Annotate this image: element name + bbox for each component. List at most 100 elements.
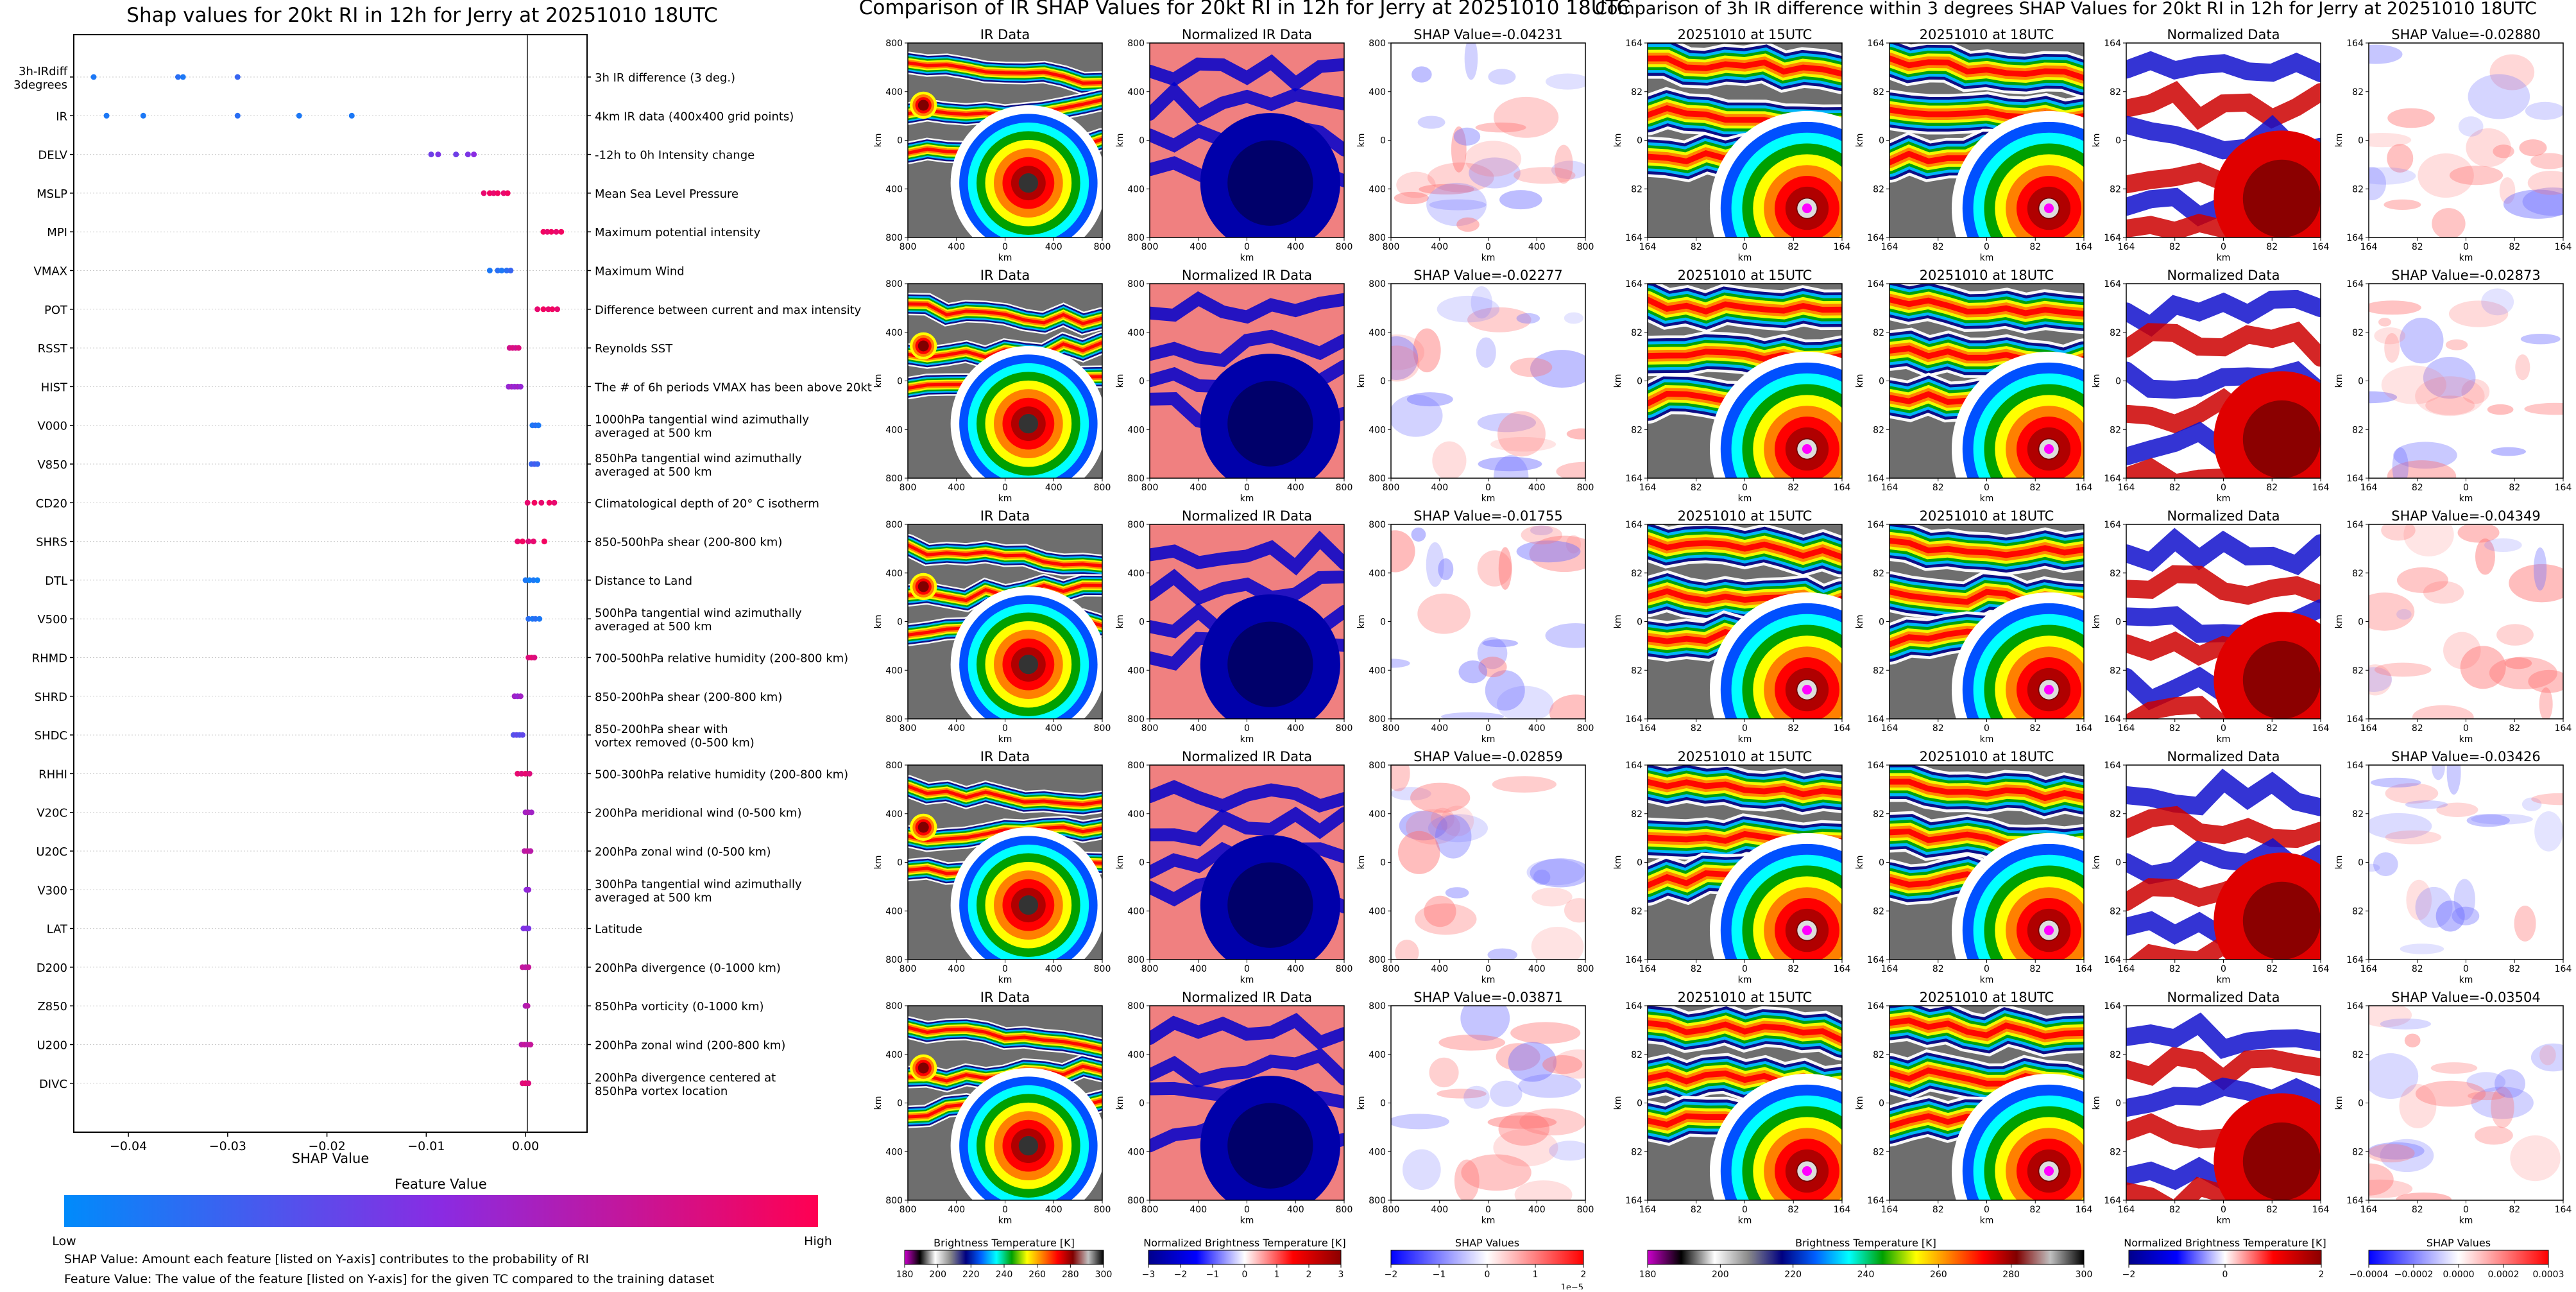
map-title: SHAP Value=-0.03426 — [2391, 749, 2541, 764]
map-x-tick-label: 0 — [2463, 964, 2469, 974]
map-y-tick-label: 164 — [1867, 520, 1884, 530]
map-x-tick-label: 82 — [2412, 723, 2423, 734]
shap-blob — [2369, 667, 2393, 693]
map-x-tick-label: 800 — [1577, 723, 1594, 734]
shap-blob — [1553, 1049, 1585, 1079]
map-x-tick-label: 400 — [948, 1205, 965, 1215]
map-x-tick-label: 82 — [2169, 1205, 2181, 1215]
map-x-tick-label: 400 — [948, 242, 965, 252]
map-x-axis-label: km — [2459, 494, 2473, 504]
norm-band — [2126, 458, 2321, 478]
map-x-axis-label: km — [1481, 494, 1496, 504]
shap-blob — [2392, 447, 2409, 478]
shap-blob — [2400, 317, 2444, 364]
feature-description-label: 200hPa divergence (0-1000 km) — [595, 961, 781, 975]
shap-blob — [2369, 1142, 2425, 1160]
colorbar-low-label: Low — [52, 1234, 76, 1248]
map-y-tick-label: 0 — [897, 377, 903, 387]
map-title: Normalized Data — [2167, 749, 2280, 764]
map-y-axis-label: km — [873, 134, 883, 148]
map-y-tick-label: 164 — [2346, 761, 2364, 771]
map-y-tick-label: 800 — [1127, 39, 1145, 49]
shap-point — [515, 345, 522, 351]
map-x-tick-label: 400 — [1287, 483, 1304, 493]
map-y-tick-label: 82 — [2352, 809, 2364, 820]
shap-blob — [2370, 777, 2421, 788]
shap-blob — [1516, 313, 1540, 324]
feature-description-label: 850-200hPa shear (200-800 km) — [595, 691, 782, 704]
shap-blob — [2369, 300, 2421, 315]
colorbar-tick-label: 260 — [1028, 1270, 1046, 1280]
map-y-tick-label: 82 — [1873, 328, 1884, 338]
shap-point — [531, 499, 538, 506]
map-x-tick-label: 0 — [1244, 483, 1250, 493]
feature-description-label: 200hPa meridional wind (0-500 km) — [595, 807, 801, 820]
shap-point — [504, 190, 511, 196]
map-y-tick-label: 82 — [1631, 1050, 1642, 1060]
feature-code-label: DIVC — [39, 1078, 67, 1091]
map-title: 20251010 at 18UTC — [1920, 508, 2054, 524]
map-y-tick-label: 164 — [2104, 279, 2121, 289]
shap-point — [234, 74, 241, 80]
map-y-tick-label: 164 — [1867, 474, 1884, 484]
ir-image — [1889, 765, 2084, 960]
secondary-storm — [917, 340, 929, 352]
feature-description-label: 300hPa tangential wind azimuthally averag… — [595, 877, 802, 904]
shap-blob — [1441, 712, 1505, 719]
map-x-tick-label: 82 — [2169, 242, 2181, 252]
shap-blob — [1435, 814, 1472, 859]
colorbar-tick-label: 220 — [962, 1270, 980, 1280]
map-x-tick-label: 164 — [1881, 1205, 1898, 1215]
map-x-tick-label: 164 — [2076, 723, 2093, 734]
map-y-tick-label: 82 — [2110, 87, 2121, 98]
map-x-tick-label: 800 — [1577, 242, 1594, 252]
shap-blob — [2423, 581, 2464, 604]
shap-blob — [2520, 333, 2561, 345]
map-x-axis-label: km — [1980, 734, 1994, 745]
shap-blob — [2491, 447, 2526, 456]
shap-blob — [2457, 524, 2500, 543]
map-x-axis-label: km — [998, 975, 1012, 985]
map-x-tick-label: 400 — [1431, 964, 1448, 974]
ir-image — [908, 524, 1102, 719]
map-y-tick-label: 800 — [885, 474, 903, 484]
map-x-axis-label: km — [2217, 734, 2231, 745]
norm-storm-core — [1227, 140, 1313, 226]
shap-point — [549, 306, 556, 313]
map-y-tick-label: 164 — [1867, 279, 1884, 289]
shap-image — [1391, 524, 1585, 719]
map-title: IR Data — [980, 990, 1030, 1005]
cloud-band — [1889, 537, 2084, 558]
map-y-tick-label: 82 — [1631, 184, 1642, 194]
shap-blob — [1477, 637, 1508, 669]
shap-point — [453, 151, 459, 158]
map-title: Normalized Data — [2167, 508, 2280, 524]
colorbar — [2368, 1250, 2549, 1265]
map-y-tick-label: 164 — [2346, 1196, 2364, 1206]
storm-core — [1802, 684, 1813, 695]
map-x-tick-label: 0 — [1485, 242, 1491, 252]
map-x-tick-label: 400 — [1287, 1205, 1304, 1215]
map-y-axis-label: km — [873, 1096, 883, 1110]
storm-eye — [1018, 895, 1039, 915]
map-x-tick-label: 0 — [2221, 1205, 2226, 1215]
shap-point — [534, 306, 541, 313]
shap-blob — [1405, 809, 1461, 845]
map-y-tick-label: 164 — [2346, 520, 2364, 530]
colorbar-label: Normalized Brightness Temperature [K] — [2124, 1237, 2326, 1249]
shap-blob — [1471, 286, 1492, 319]
shap-blob — [1533, 869, 1551, 885]
map-x-tick-label: 800 — [1336, 483, 1353, 493]
ir-image — [1889, 43, 2084, 237]
shap-blob — [1488, 69, 1516, 85]
feature-code-label: RHMD — [32, 652, 67, 666]
map-y-tick-label: 0 — [2358, 617, 2364, 628]
cloud-band — [908, 302, 1102, 325]
norm-band — [1150, 329, 1344, 367]
map-title: SHAP Value=-0.03504 — [2391, 990, 2541, 1005]
ir-image — [1648, 765, 1842, 960]
map-y-tick-label: 0 — [2358, 136, 2364, 146]
map-x-axis-label: km — [2459, 253, 2473, 263]
shap-blob — [1551, 160, 1585, 180]
map-x-tick-label: 82 — [1787, 483, 1799, 493]
